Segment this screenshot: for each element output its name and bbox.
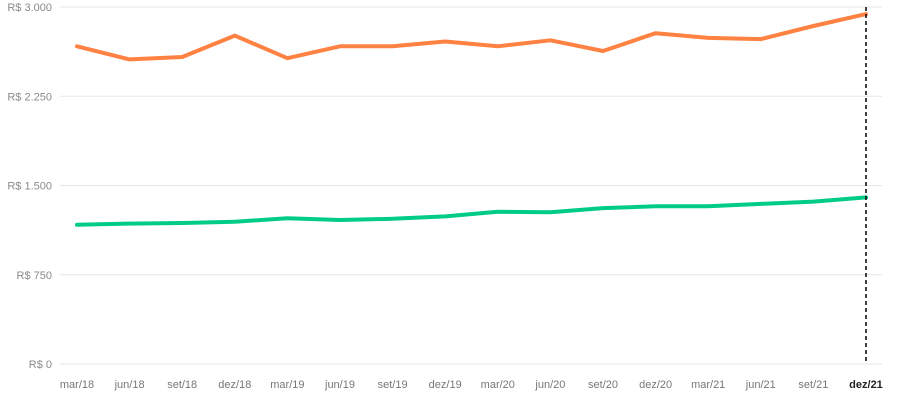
x-tick-label[interactable]: mar/19 bbox=[270, 379, 304, 391]
y-tick-label: R$ 2.250 bbox=[7, 91, 52, 103]
x-tick-label[interactable]: dez/21 bbox=[849, 379, 883, 391]
x-tick-label[interactable]: jun/21 bbox=[745, 379, 776, 391]
x-tick-label[interactable]: mar/18 bbox=[60, 379, 94, 391]
x-tick-label[interactable]: jun/20 bbox=[534, 379, 565, 391]
x-axis-tick-labels: mar/18 jun/18 set/18 dez/18 mar/19 jun/19 set/… bbox=[60, 379, 883, 391]
y-axis-tick-labels: R$ 0 R$ 750 R$ 1.500 R$ 2.250 R$ 3.000 bbox=[7, 2, 52, 371]
x-tick-label[interactable]: mar/21 bbox=[691, 379, 725, 391]
x-tick-label[interactable]: set/20 bbox=[588, 379, 618, 391]
x-tick-label[interactable]: set/19 bbox=[378, 379, 408, 391]
x-tick-label[interactable]: jun/18 bbox=[114, 379, 145, 391]
series-line-2 bbox=[75, 195, 868, 227]
series-lines bbox=[75, 12, 868, 227]
x-tick-label[interactable]: set/21 bbox=[798, 379, 828, 391]
series-line-1 bbox=[75, 12, 868, 62]
x-tick-label[interactable]: mar/20 bbox=[481, 379, 515, 391]
y-tick-label: R$ 750 bbox=[17, 270, 52, 282]
y-tick-label: R$ 3.000 bbox=[7, 2, 52, 14]
y-tick-label: R$ 0 bbox=[29, 359, 52, 371]
x-tick-label[interactable]: dez/19 bbox=[429, 379, 462, 391]
x-tick-label[interactable]: dez/18 bbox=[218, 379, 251, 391]
x-tick-label[interactable]: dez/20 bbox=[639, 379, 672, 391]
grid-lines bbox=[60, 6, 882, 365]
x-tick-label[interactable]: set/18 bbox=[167, 379, 197, 391]
y-tick-label: R$ 1.500 bbox=[7, 181, 52, 193]
x-tick-label[interactable]: jun/19 bbox=[324, 379, 355, 391]
